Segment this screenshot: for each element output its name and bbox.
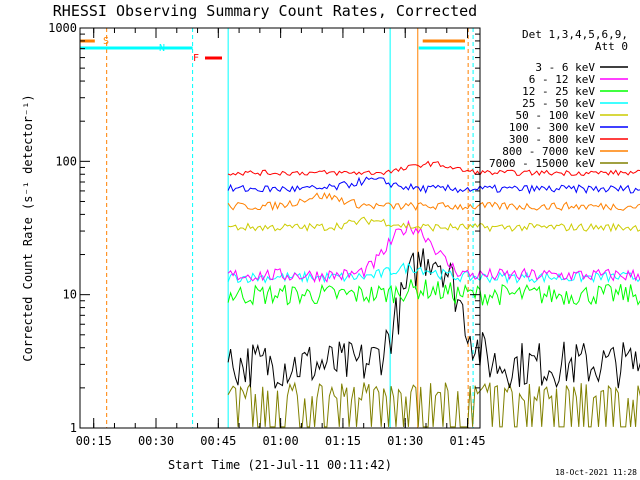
series-line-800-7000-kev	[227, 192, 640, 212]
legend-label: 100 - 300 keV	[509, 121, 595, 134]
y-tick-label: 1	[70, 421, 77, 435]
series-line-25-50-kev	[227, 262, 640, 285]
y-axis-label: Corrected Count Rate (s⁻¹ detector⁻¹)	[21, 94, 35, 361]
chart-title: RHESSI Observing Summary Count Rates, Co…	[53, 2, 477, 20]
legend-title-line-1: Det 1,3,4,5,6,9,	[522, 28, 628, 41]
series-line-6-12-kev	[227, 219, 640, 284]
y-tick-label: 10	[63, 288, 77, 302]
flag-label-n: N	[159, 43, 165, 54]
x-tick-label: 00:15	[76, 434, 112, 448]
legend-label: 300 - 800 keV	[509, 133, 595, 146]
legend-label: 3 - 6 keV	[535, 61, 595, 74]
legend-label: 25 - 50 keV	[522, 97, 595, 110]
x-tick-label: 00:45	[200, 434, 236, 448]
legend-label: 800 - 7000 keV	[502, 145, 595, 158]
legend-label: 7000 - 15000 keV	[489, 157, 595, 170]
legend-label: 50 - 100 keV	[516, 109, 596, 122]
series-line-50-100-kev	[227, 216, 640, 233]
legend-title-line-2: Att 0	[595, 40, 628, 53]
legend-label: 12 - 25 keV	[522, 85, 595, 98]
footer-timestamp: 18-Oct-2021 11:28	[555, 468, 637, 477]
plot-marks: S N F	[80, 28, 640, 428]
y-tick-label: 100	[55, 154, 77, 168]
y-tick-label: 1000	[48, 21, 77, 35]
x-tick-label: 01:45	[449, 434, 485, 448]
x-tick-label: 01:15	[325, 434, 361, 448]
x-axis-label: Start Time (21-Jul-11 00:11:42)	[168, 458, 392, 472]
series-line-300-800-kev	[227, 160, 640, 177]
legend-label: 6 - 12 keV	[529, 73, 596, 86]
plot-frame	[79, 27, 481, 429]
y-axis: 1 10 100 1000	[48, 21, 480, 435]
series-line-12-25-kev	[227, 279, 640, 307]
x-tick-label: 01:30	[387, 434, 423, 448]
x-tick-label: 01:00	[263, 434, 299, 448]
series-line-100-300-kev	[227, 176, 640, 195]
x-axis: 00:15 00:30 00:45 01:00 01:15 01:30 01:45	[76, 28, 486, 448]
flag-label-s: S	[103, 36, 109, 47]
flag-label-f: F	[193, 53, 199, 64]
series-line-3-6-kev	[227, 248, 640, 389]
series-line-7000-15000-kev	[227, 381, 640, 428]
x-tick-label: 00:30	[138, 434, 174, 448]
